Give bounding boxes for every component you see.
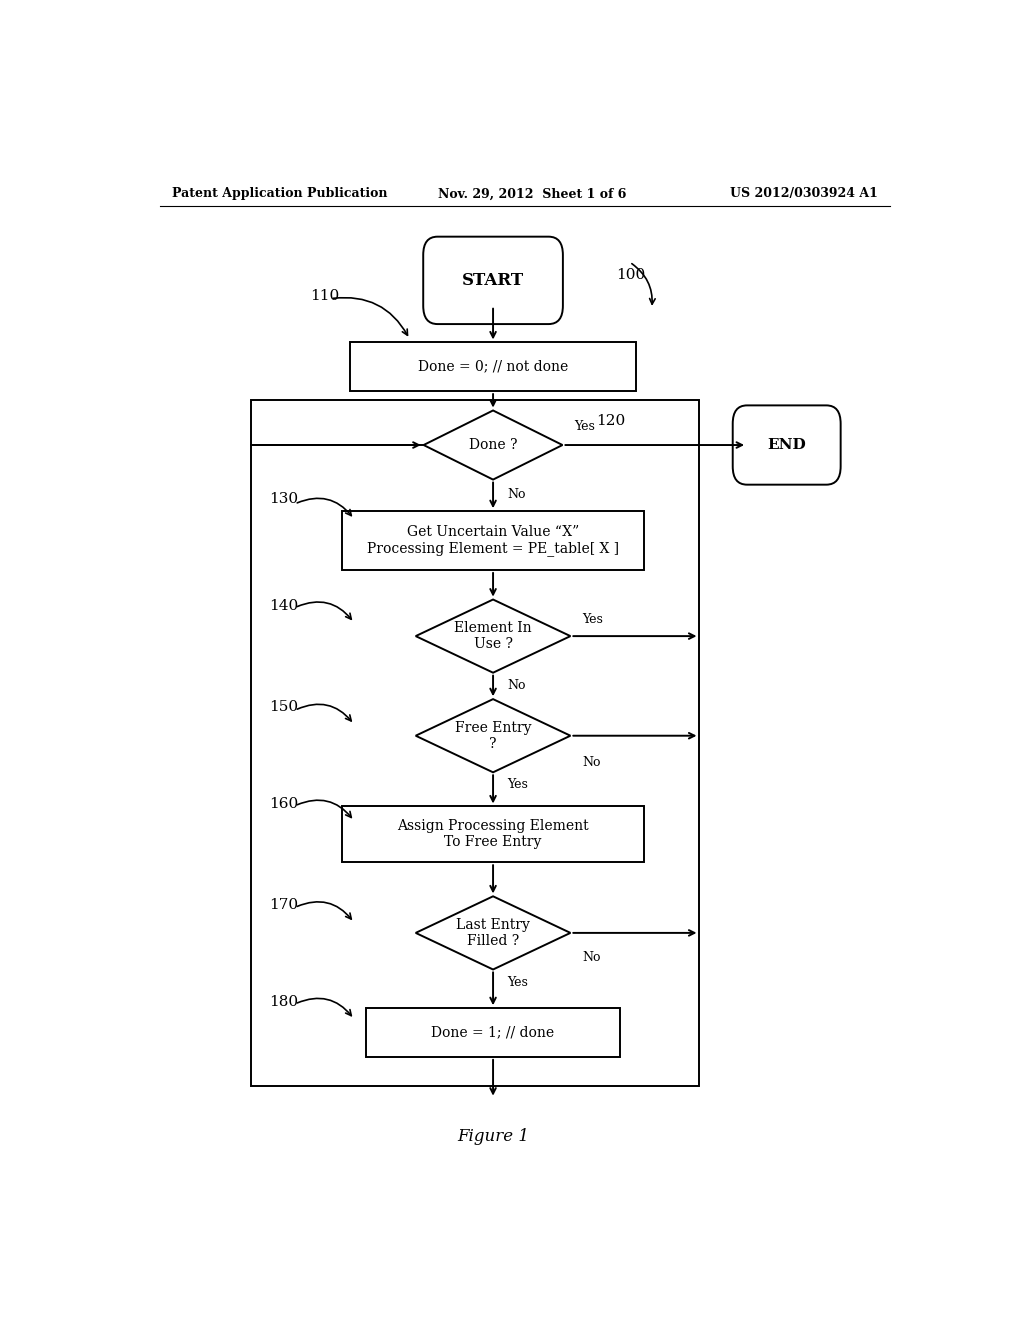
- Text: Done ?: Done ?: [469, 438, 517, 451]
- FancyArrowPatch shape: [632, 264, 655, 304]
- Text: No: No: [507, 487, 526, 500]
- Text: Yes: Yes: [574, 420, 595, 433]
- Text: Yes: Yes: [507, 975, 528, 989]
- Bar: [251, 400, 699, 1086]
- Text: Get Uncertain Value “X”
Processing Element = PE_table[ X ]: Get Uncertain Value “X” Processing Eleme…: [367, 525, 620, 556]
- Text: END: END: [767, 438, 806, 451]
- FancyArrowPatch shape: [297, 800, 351, 817]
- FancyArrowPatch shape: [297, 902, 351, 919]
- Polygon shape: [416, 700, 570, 772]
- Bar: [350, 342, 636, 391]
- Text: Figure 1: Figure 1: [457, 1127, 529, 1144]
- Polygon shape: [416, 896, 570, 969]
- Text: 160: 160: [269, 797, 299, 810]
- Bar: [342, 807, 644, 862]
- Text: 100: 100: [616, 268, 645, 282]
- Text: US 2012/0303924 A1: US 2012/0303924 A1: [730, 187, 878, 201]
- Text: Yes: Yes: [507, 779, 528, 792]
- Text: 180: 180: [269, 995, 298, 1008]
- Polygon shape: [416, 599, 570, 673]
- Text: Yes: Yes: [583, 612, 603, 626]
- Text: START: START: [462, 272, 524, 289]
- Bar: [342, 511, 644, 570]
- Text: No: No: [583, 952, 601, 964]
- FancyArrowPatch shape: [297, 602, 351, 619]
- Text: Nov. 29, 2012  Sheet 1 of 6: Nov. 29, 2012 Sheet 1 of 6: [437, 187, 626, 201]
- Text: Last Entry
Filled ?: Last Entry Filled ?: [456, 917, 530, 948]
- Text: Assign Processing Element
To Free Entry: Assign Processing Element To Free Entry: [397, 820, 589, 849]
- Text: 120: 120: [596, 413, 626, 428]
- FancyArrowPatch shape: [297, 998, 351, 1015]
- Polygon shape: [424, 411, 562, 479]
- Text: Element In
Use ?: Element In Use ?: [455, 620, 531, 651]
- Text: 150: 150: [269, 700, 298, 714]
- Text: Done = 1; // done: Done = 1; // done: [431, 1026, 555, 1040]
- Bar: [367, 1008, 621, 1057]
- Text: Done = 0; // not done: Done = 0; // not done: [418, 360, 568, 374]
- Text: 140: 140: [269, 598, 299, 612]
- FancyArrowPatch shape: [297, 705, 351, 721]
- FancyBboxPatch shape: [733, 405, 841, 484]
- Text: 130: 130: [269, 492, 298, 506]
- Text: 110: 110: [310, 289, 340, 302]
- Text: No: No: [507, 678, 526, 692]
- FancyArrowPatch shape: [333, 297, 408, 335]
- Text: Free Entry
?: Free Entry ?: [455, 721, 531, 751]
- FancyBboxPatch shape: [423, 236, 563, 325]
- Text: No: No: [583, 756, 601, 770]
- Text: 170: 170: [269, 899, 298, 912]
- Text: Patent Application Publication: Patent Application Publication: [172, 187, 387, 201]
- FancyArrowPatch shape: [297, 499, 351, 516]
